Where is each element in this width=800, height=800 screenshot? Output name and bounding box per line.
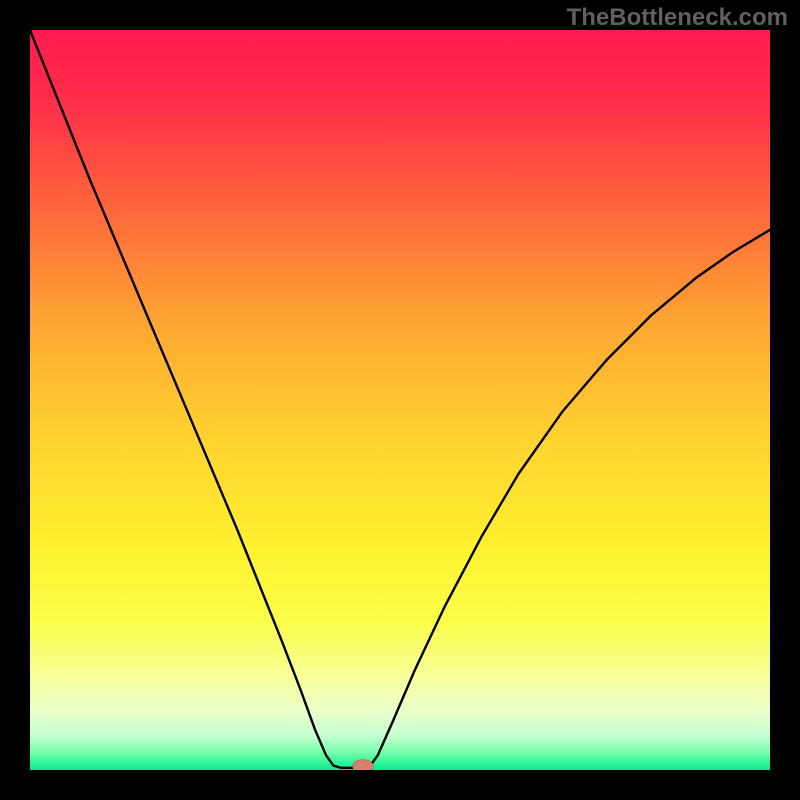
watermark-text: TheBottleneck.com [567,4,788,32]
plot-area [30,30,770,770]
chart-svg [30,30,770,770]
optimal-point-marker [353,760,374,770]
chart-container: TheBottleneck.com [0,0,800,800]
bottleneck-curve [30,30,770,768]
